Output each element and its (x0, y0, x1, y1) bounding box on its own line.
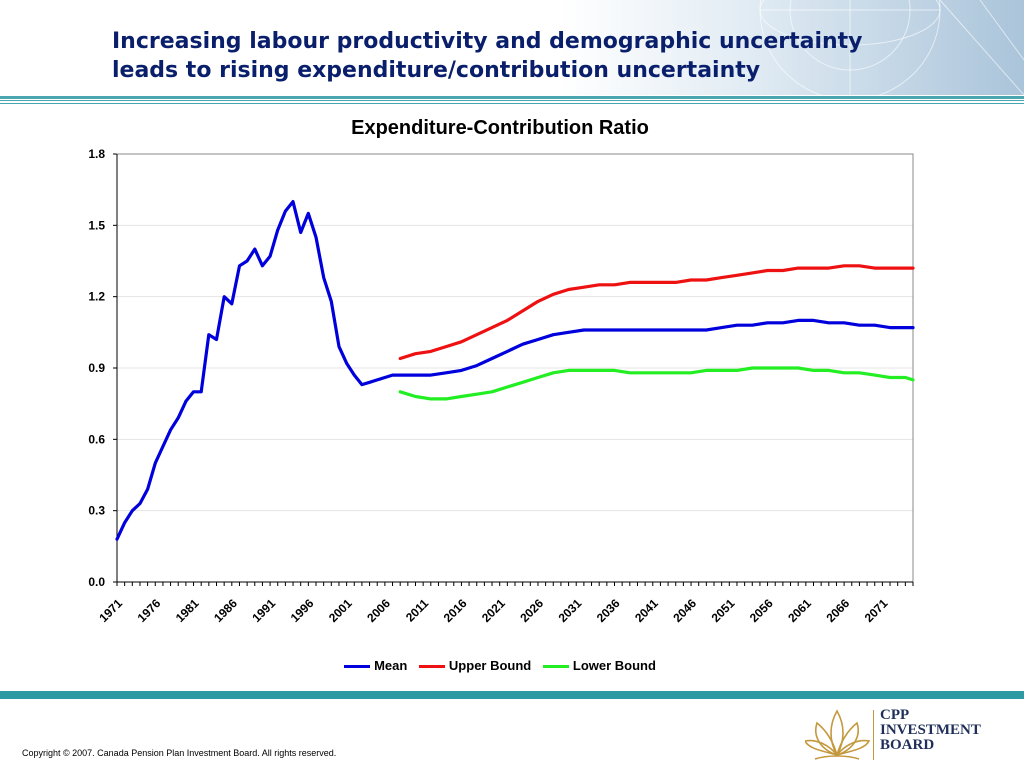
legend-swatch-upper (418, 665, 445, 669)
logo-text-line1: CPP (880, 707, 910, 723)
slide-header: Increasing labour productivity and demog… (0, 0, 1024, 101)
footer-bar (0, 691, 1024, 699)
x-tick-label: 1991 (249, 596, 278, 625)
x-tick-label: 1986 (211, 596, 240, 625)
x-tick-label: 2021 (479, 596, 508, 625)
copyright-text: Copyright © 2007. Canada Pension Plan In… (22, 748, 337, 758)
y-tick-label: 0.0 (88, 575, 105, 589)
slide-title-line1: Increasing labour productivity and demog… (112, 29, 863, 54)
slide-title-line2: leads to rising expenditure/contribution… (112, 58, 761, 83)
y-tick-label: 0.6 (88, 432, 105, 446)
x-tick-label: 1971 (96, 596, 125, 625)
logo-wordmark: CPP INVESTMENT BOARD (880, 708, 981, 753)
header-globe-image (560, 0, 1024, 101)
x-tick-label: 1976 (135, 596, 164, 625)
x-tick-label: 2071 (862, 596, 891, 625)
x-tick-label: 2056 (747, 596, 776, 625)
chart-legend: Mean Upper Bound Lower Bound (0, 658, 1000, 673)
cpp-lotus-logo-icon (805, 709, 871, 760)
x-tick-label: 1996 (288, 596, 317, 625)
header-divider-thin (0, 100, 1024, 101)
legend-swatch-lower (542, 665, 569, 669)
series-line-lower-bound (398, 366, 915, 401)
globe-grid-icon (759, 0, 1024, 101)
series-line-mean (115, 200, 915, 541)
logo-separator (873, 710, 874, 760)
legend-label-lower: Lower Bound (572, 658, 656, 673)
x-tick-label: 2011 (403, 596, 432, 625)
x-tick-label: 2041 (632, 596, 661, 625)
y-tick-label: 1.5 (88, 218, 105, 232)
legend-item-upper: Upper Bound (418, 658, 532, 673)
x-tick-label: 2026 (517, 596, 546, 625)
series-line-upper-bound (398, 264, 915, 361)
legend-label-mean: Mean (374, 658, 408, 673)
header-divider-thin (0, 103, 1024, 104)
x-tick-label: 2006 (364, 596, 393, 625)
legend-swatch-mean (344, 665, 371, 669)
legend-label-upper: Upper Bound (448, 658, 532, 673)
y-tick-label: 0.9 (88, 361, 105, 375)
y-tick-label: 0.3 (88, 504, 105, 518)
x-tick-label: 2061 (785, 596, 814, 625)
logo-text-line3: BOARD (880, 737, 935, 753)
x-tick-label: 1981 (173, 596, 202, 625)
x-tick-label: 2066 (823, 596, 852, 625)
slide-title: Increasing labour productivity and demog… (112, 27, 863, 85)
x-tick-label: 2046 (670, 596, 699, 625)
x-tick-label: 2001 (326, 596, 355, 625)
legend-item-mean: Mean (344, 658, 407, 673)
logo-text-line2: INVESTMENT (880, 722, 981, 738)
legend-item-lower: Lower Bound (542, 658, 656, 673)
x-tick-label: 2031 (556, 596, 585, 625)
x-tick-label: 2016 (441, 596, 470, 625)
y-tick-label: 1.2 (88, 290, 105, 304)
y-tick-label: 1.8 (88, 147, 105, 161)
chart-title: Expenditure-Contribution Ratio (351, 117, 649, 139)
x-tick-label: 2036 (594, 596, 623, 625)
header-divider (0, 96, 1024, 99)
x-tick-label: 2051 (709, 596, 738, 625)
